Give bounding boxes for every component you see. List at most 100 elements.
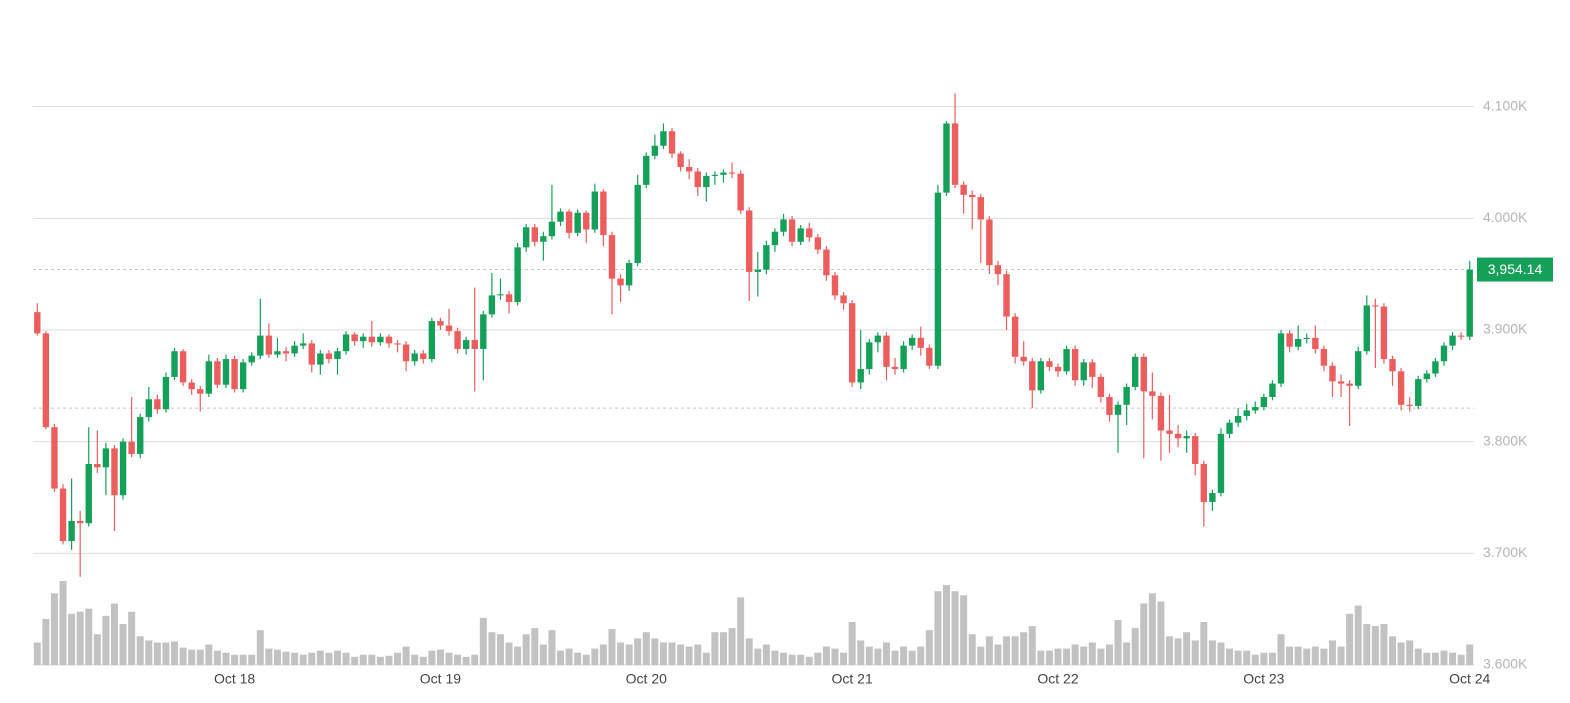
volume-bar [351, 656, 359, 665]
volume-bar [145, 640, 153, 665]
candle-body [548, 221, 556, 237]
y-tick-label: 4.200K [1483, 0, 1528, 2]
volume-bar [42, 618, 50, 665]
volume-bar [85, 608, 93, 665]
candle-body [85, 464, 92, 524]
candle-body [1252, 407, 1259, 411]
volume-bar [780, 652, 788, 665]
candle-body [1200, 464, 1208, 502]
volume-bar [1054, 648, 1062, 665]
candle-body [188, 382, 195, 390]
volume-bar [814, 652, 822, 665]
candle-body [248, 355, 255, 363]
candle-body [94, 464, 101, 468]
candle-body [1011, 316, 1019, 357]
candle-body [102, 448, 110, 468]
volume-bar [634, 638, 642, 665]
candle-body [205, 361, 213, 394]
candle-body [299, 343, 307, 346]
candle-body [111, 448, 118, 496]
volume-bar [625, 644, 633, 665]
volume-bar [651, 638, 659, 665]
candle-body [154, 399, 161, 410]
volume-bar [188, 649, 196, 665]
volume-bar [694, 644, 702, 665]
candle-body [848, 303, 856, 383]
y-tick-label: 3.900K [1483, 321, 1528, 337]
candle-body [617, 278, 624, 286]
candle-body [137, 417, 144, 454]
candle-body [1449, 335, 1456, 346]
volume-bar [522, 634, 530, 665]
volume-bar [445, 652, 453, 665]
volume-bar [291, 652, 299, 665]
candle-body [197, 389, 204, 394]
candle-body [1174, 433, 1182, 439]
volume-bar [548, 630, 556, 665]
candle-body [1114, 404, 1122, 415]
candle-body [1020, 356, 1027, 362]
candle-body [1466, 269, 1473, 337]
candle-body [565, 211, 573, 233]
volume-bar [1286, 646, 1294, 665]
candle-body [1063, 348, 1070, 372]
volume-bar [119, 624, 127, 665]
volume-bar [394, 652, 402, 665]
x-tick-label: Oct 19 [420, 671, 461, 687]
volume-bar [917, 646, 925, 665]
volume-bar [599, 644, 607, 665]
candle-body [951, 123, 959, 185]
candle-body [908, 337, 916, 346]
candle-body [1209, 493, 1216, 502]
volume-bar [1414, 648, 1422, 665]
volume-bar [1217, 642, 1225, 665]
candle-body [1131, 356, 1139, 387]
volume-bar [711, 632, 719, 665]
candle-body [840, 295, 847, 304]
candle-body [806, 228, 813, 238]
volume-bar [1140, 603, 1148, 665]
volume-bar [1045, 650, 1053, 665]
candle-body [746, 210, 753, 272]
volume-layer [33, 581, 1474, 665]
candle-body [1226, 422, 1233, 434]
candle-body [634, 184, 641, 263]
volume-bar [985, 636, 993, 665]
candle-body [437, 321, 444, 326]
volume-bar [514, 646, 522, 665]
candle-body [360, 336, 367, 342]
volume-bar [136, 636, 144, 665]
candle-body [831, 275, 839, 296]
volume-bar [591, 648, 599, 665]
candle-body [934, 192, 942, 366]
candle-body [522, 227, 530, 248]
candle-body [265, 335, 273, 355]
volume-bar [788, 654, 796, 665]
volume-bar [1183, 632, 1191, 665]
volume-bar [282, 651, 290, 665]
volume-bar [1028, 626, 1036, 665]
candle-body [891, 366, 899, 370]
volume-bar [110, 603, 118, 665]
candle-body [214, 361, 221, 385]
volume-bar [1080, 646, 1088, 665]
volume-bar [874, 648, 882, 665]
candle-body [411, 353, 418, 362]
volume-bar [436, 649, 444, 665]
volume-bar [685, 646, 693, 665]
volume-bar [33, 642, 41, 665]
volume-bar [719, 632, 727, 665]
candle-body [1363, 305, 1370, 352]
y-tick-label: 4.100K [1483, 97, 1528, 113]
candle-body [583, 212, 590, 230]
volume-bar [1157, 601, 1165, 665]
volume-bar [1097, 648, 1105, 665]
candle-body [917, 337, 924, 348]
volume-bar [1208, 640, 1216, 665]
volume-bar [308, 652, 316, 665]
label-layer: 3.600K 3.700K 3.800K 3.900K 4.000K 4.100K 4.20… [214, 0, 1553, 687]
volume-bar [1020, 632, 1028, 665]
candle-body [711, 174, 719, 176]
volume-bar [659, 642, 667, 665]
